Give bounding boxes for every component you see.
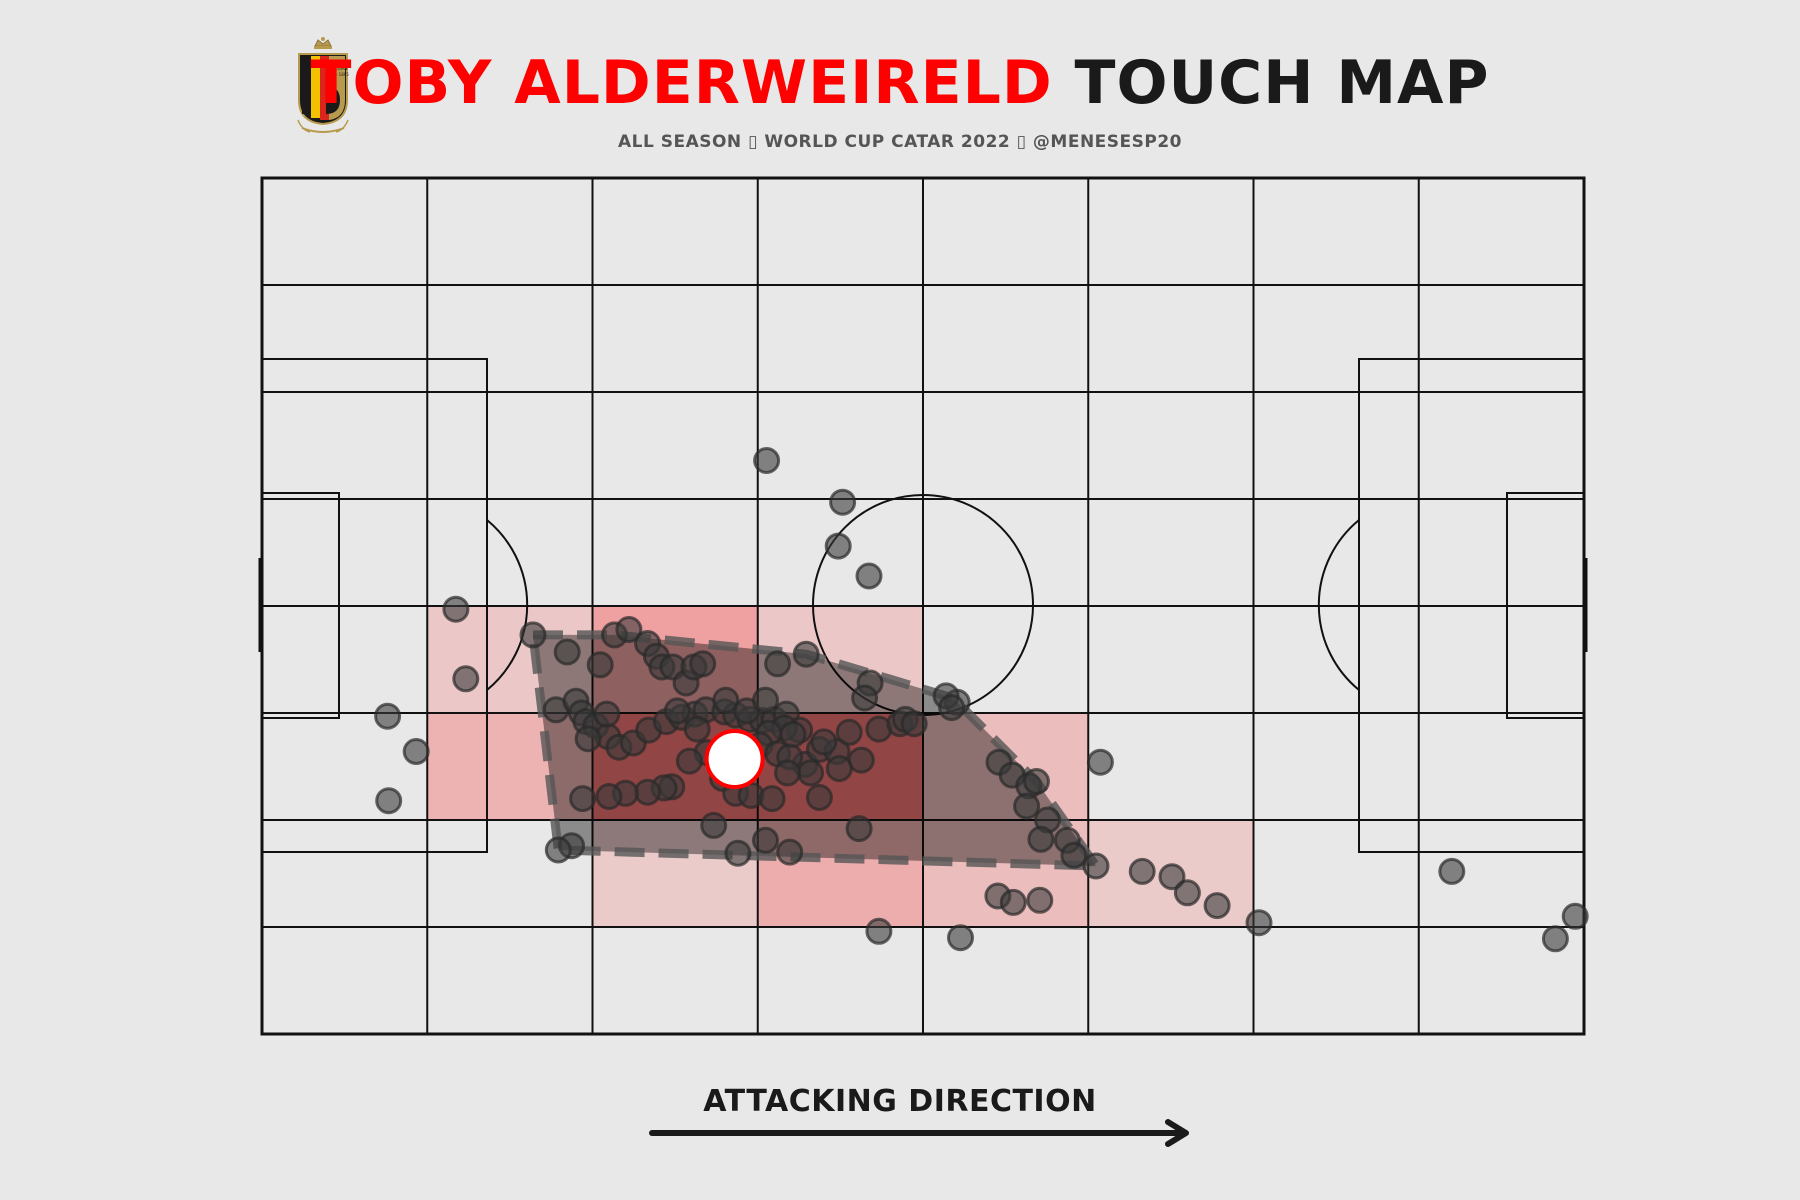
touch-point-70 bbox=[595, 783, 623, 810]
touch-point-26 bbox=[402, 738, 430, 765]
touch-points bbox=[374, 447, 1589, 953]
crest-text-1: ROYAL bbox=[330, 60, 344, 65]
touch-point-87 bbox=[845, 815, 873, 843]
touch-point-101 bbox=[1027, 825, 1055, 853]
left-penalty-arc bbox=[486, 519, 529, 691]
touch-point-104 bbox=[1128, 857, 1156, 885]
touch-point-116 bbox=[947, 924, 974, 952]
touch-point-113 bbox=[1438, 857, 1466, 885]
touch-point-115 bbox=[1561, 902, 1589, 930]
crest-text-2: BELGIAN bbox=[330, 66, 348, 71]
left-six-yard-box bbox=[261, 492, 340, 719]
touch-point-24 bbox=[938, 694, 966, 722]
touch-point-80 bbox=[810, 728, 838, 756]
touch-point-105 bbox=[1158, 863, 1186, 891]
touch-point-102 bbox=[1060, 841, 1088, 869]
touch-point-98 bbox=[1013, 792, 1041, 820]
touch-point-18 bbox=[764, 650, 792, 678]
touch-point-58 bbox=[797, 759, 825, 787]
touch-point-109 bbox=[865, 917, 893, 945]
touch-point-78 bbox=[752, 686, 779, 714]
touch-point-73 bbox=[574, 725, 602, 753]
touch-point-92 bbox=[776, 838, 804, 866]
touch-point-79 bbox=[779, 720, 807, 748]
touch-point-7 bbox=[553, 638, 581, 666]
touch-point-110 bbox=[1245, 909, 1273, 937]
touch-point-57 bbox=[825, 755, 853, 783]
touch-point-75 bbox=[683, 715, 711, 743]
right-six-yard-box bbox=[1506, 492, 1585, 719]
touch-point-65 bbox=[758, 785, 786, 813]
right-penalty-arc bbox=[1317, 519, 1360, 691]
touch-point-96 bbox=[1023, 768, 1050, 795]
touch-point-117 bbox=[724, 839, 752, 867]
touch-point-21 bbox=[851, 684, 879, 712]
touch-point-0 bbox=[374, 702, 402, 730]
touch-point-27 bbox=[375, 787, 403, 815]
touch-point-103 bbox=[1082, 852, 1110, 880]
touch-point-19 bbox=[792, 640, 820, 668]
touch-point-59 bbox=[774, 759, 801, 787]
touch-point-11 bbox=[586, 651, 614, 679]
attacking-direction-arrow bbox=[649, 1119, 1189, 1147]
touch-point-89 bbox=[752, 826, 779, 854]
touch-point-111 bbox=[1173, 879, 1201, 907]
touch-point-61 bbox=[675, 747, 703, 775]
touch-point-6 bbox=[519, 621, 547, 649]
touch-point-68 bbox=[634, 778, 662, 806]
touch-point-1 bbox=[442, 595, 470, 623]
touch-point-5 bbox=[855, 562, 883, 590]
touch-point-74 bbox=[663, 697, 691, 725]
touch-point-99 bbox=[1086, 748, 1114, 776]
heatmap-cell-1 bbox=[427, 713, 593, 820]
touch-point-108 bbox=[999, 888, 1027, 916]
zone-grid bbox=[262, 178, 1584, 1034]
touch-point-85 bbox=[900, 710, 928, 738]
touch-point-4 bbox=[824, 532, 852, 560]
average-position-layer bbox=[704, 729, 765, 789]
touch-point-71 bbox=[569, 785, 597, 813]
belgium-crest-logo: ROYAL BELGIAN FA - 1895 bbox=[297, 37, 349, 133]
touch-point-56 bbox=[847, 746, 875, 774]
touch-point-114 bbox=[1541, 925, 1569, 953]
chart-subtitle: ALL SEASON ▯ WORLD CUP CATAR 2022 ▯ @MEN… bbox=[617, 132, 1183, 152]
header: ROYAL BELGIAN FA - 1895 TOBY ALDERWEIREL… bbox=[0, 0, 1800, 170]
heatmap-cell-4 bbox=[592, 820, 758, 927]
heatmap-cell-7 bbox=[757, 820, 923, 927]
touch-point-17 bbox=[689, 650, 717, 678]
touch-point-3 bbox=[829, 488, 857, 516]
player-name: TOBY ALDERWEIRELD bbox=[310, 48, 1053, 118]
touch-point-91 bbox=[544, 836, 572, 864]
touch-point-2 bbox=[753, 447, 781, 474]
touch-point-25 bbox=[452, 665, 480, 693]
touch-point-86 bbox=[805, 784, 833, 811]
crest-text-3: FA - 1895 bbox=[330, 72, 349, 77]
touch-point-9 bbox=[615, 616, 643, 643]
touch-point-81 bbox=[835, 718, 863, 746]
chart-title: TOBY ALDERWEIRELD TOUCH MAP bbox=[0, 48, 1800, 118]
title-suffix: TOUCH MAP bbox=[1074, 48, 1490, 118]
average-position-marker bbox=[704, 729, 765, 789]
touch-point-88 bbox=[700, 811, 728, 839]
touch-point-112 bbox=[1203, 892, 1231, 920]
attacking-direction-label: ATTACKING DIRECTION bbox=[703, 1084, 1097, 1119]
touch-point-72 bbox=[593, 700, 621, 728]
touch-point-106 bbox=[1026, 886, 1054, 914]
touch-point-76 bbox=[712, 686, 740, 714]
